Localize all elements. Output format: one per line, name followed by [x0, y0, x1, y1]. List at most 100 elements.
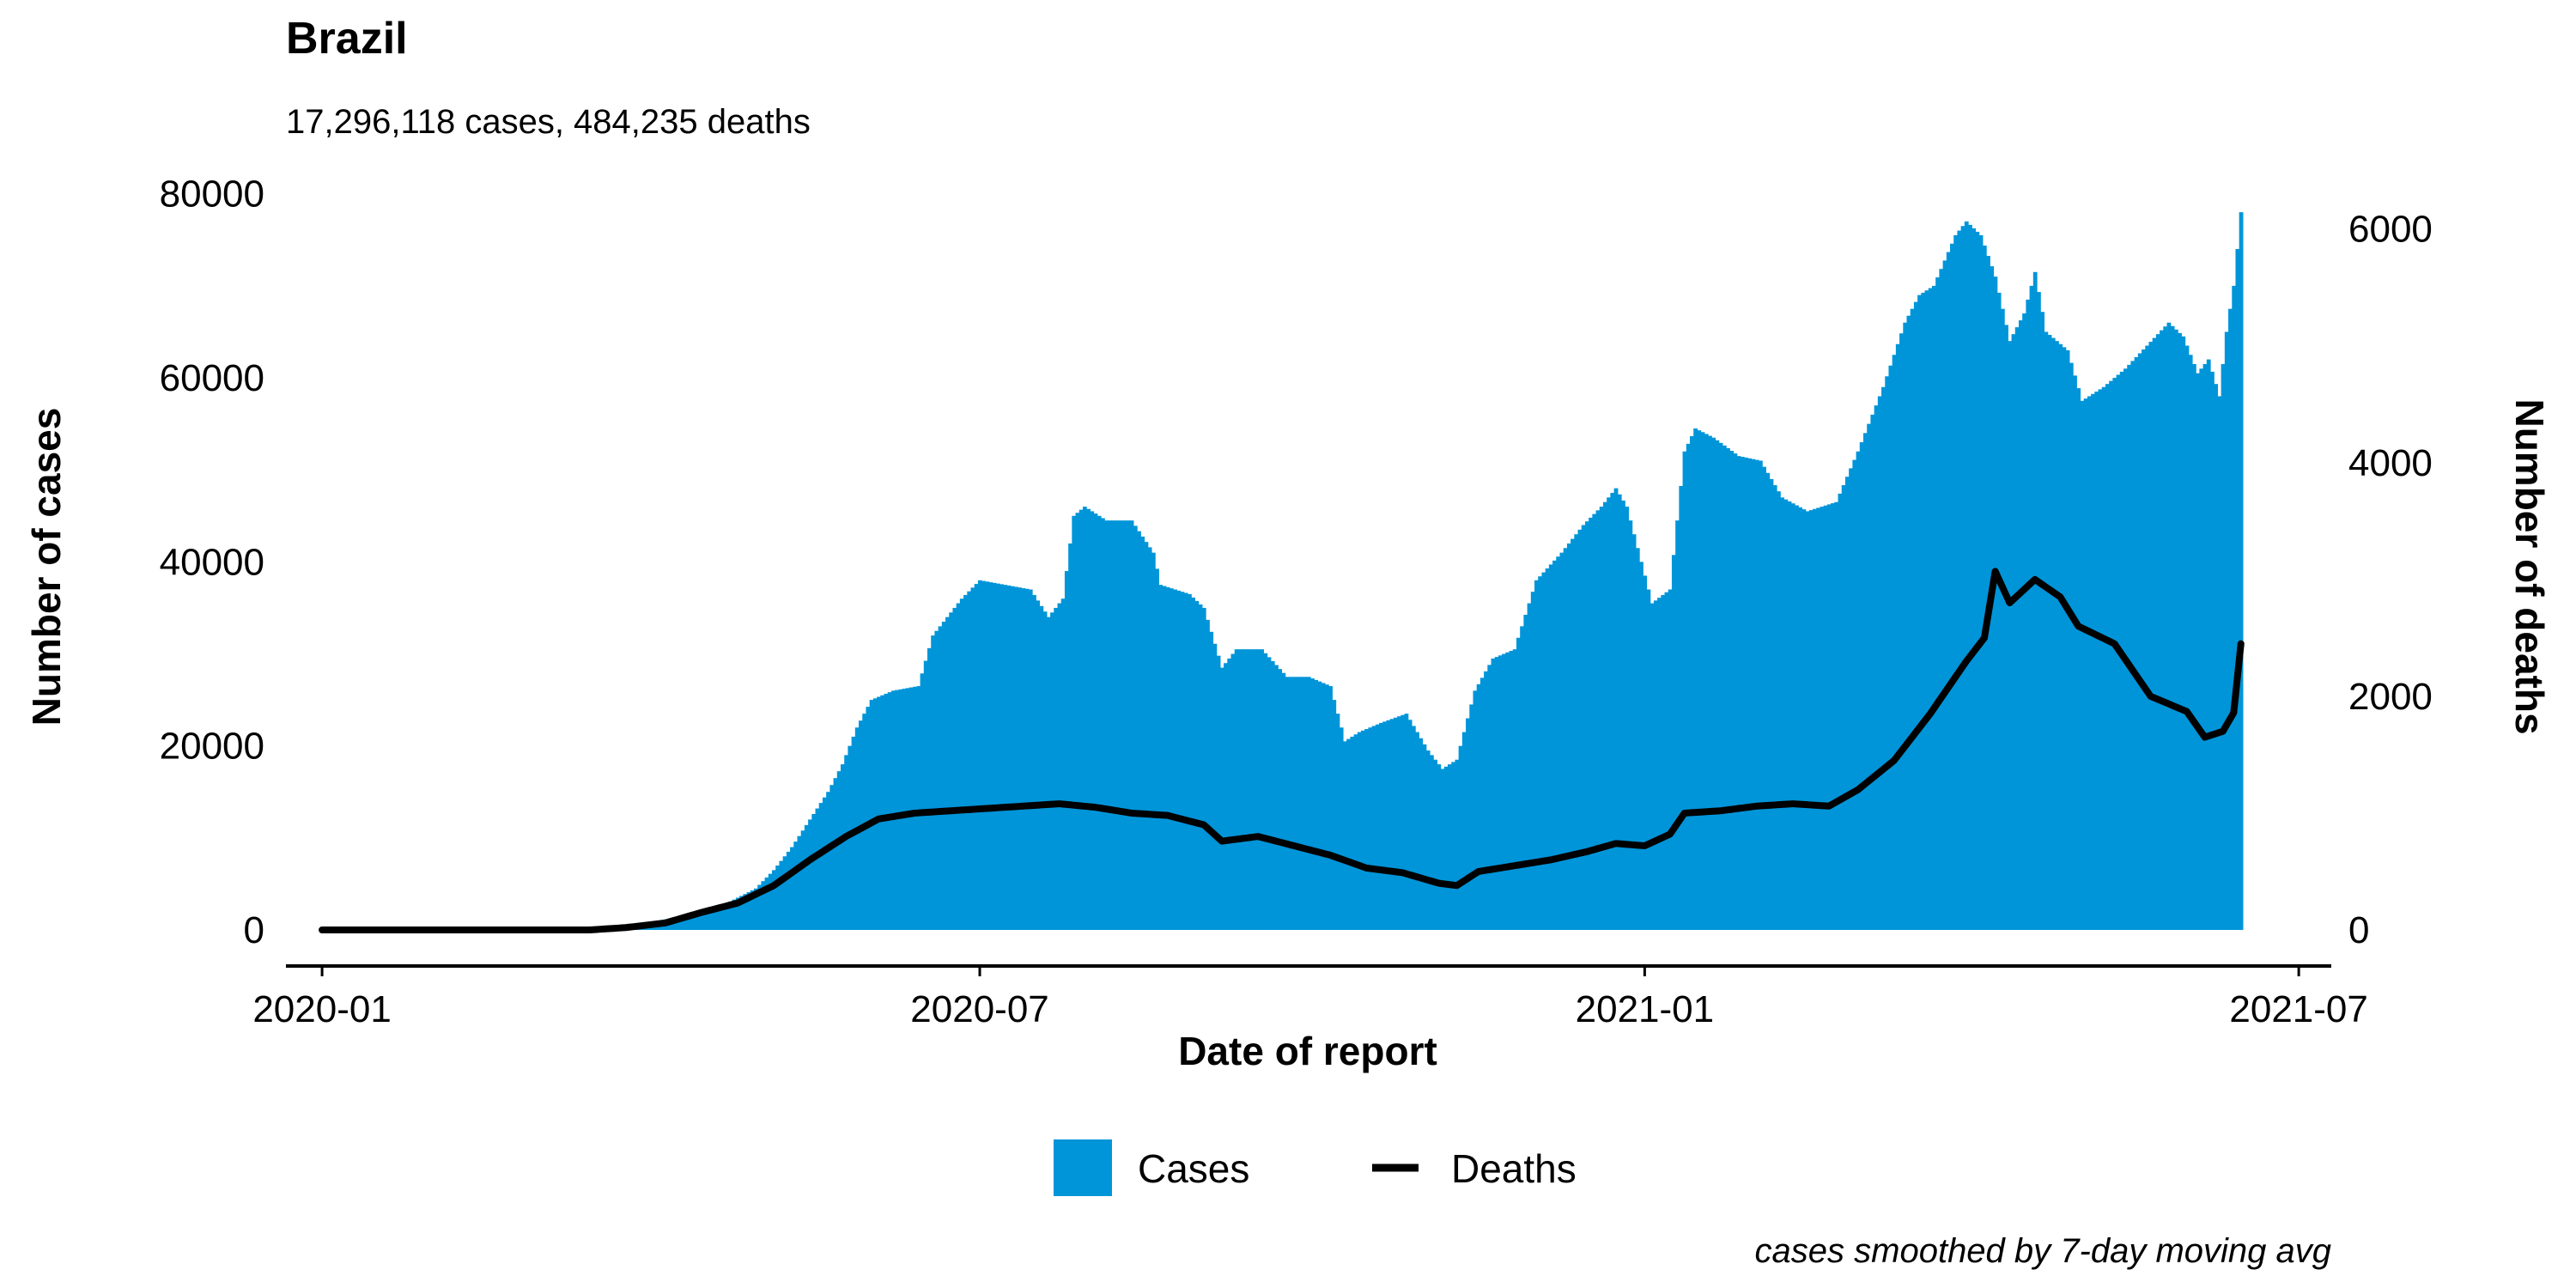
cases-bar [818, 803, 823, 930]
cases-bar [2000, 308, 2005, 930]
chart-title: Brazil [286, 14, 408, 64]
cases-bar [1245, 649, 1250, 930]
cases-bar [1877, 396, 1882, 931]
cases-bar [1006, 585, 1012, 930]
cases-bar [1498, 655, 1503, 930]
cases-bar [1787, 501, 1792, 930]
cases-bar [1230, 653, 1236, 930]
cases-bar [764, 877, 769, 930]
cases-bar [1104, 520, 1109, 930]
cases-bar [1744, 457, 1748, 930]
cases-bar [1993, 276, 1998, 930]
cases-bar [743, 894, 748, 930]
cases-bar [2184, 345, 2190, 930]
cases-bar [1097, 515, 1102, 930]
cases-bar [2014, 327, 2020, 931]
cases-bar [1769, 478, 1774, 930]
cases-bar [1595, 510, 1601, 930]
cases-bar [1479, 677, 1485, 930]
cases-bar [1054, 607, 1059, 930]
cases-bar [2083, 398, 2088, 930]
cases-bar [1516, 637, 1521, 930]
cases-bar [1957, 230, 1962, 931]
cases-bar [768, 873, 773, 930]
cases-bar [2206, 359, 2211, 931]
cases-bar [1140, 536, 1145, 930]
cases-bar [1917, 295, 1922, 931]
cases-bar [1584, 521, 1589, 930]
cases-bar [1064, 571, 1069, 930]
y-left-tick-label: 20000 [160, 726, 264, 768]
legend-label-deaths: Deaths [1451, 1146, 1577, 1191]
cases-bar [1838, 493, 1843, 930]
cases-bar [988, 582, 993, 930]
cases-bar [685, 914, 690, 930]
cases-bar [1400, 714, 1406, 930]
cases-bar [1903, 322, 1908, 930]
cases-bar [804, 824, 809, 930]
cases-bar [1082, 507, 1087, 930]
cases-bar [1255, 649, 1261, 930]
cases-bar [2160, 330, 2164, 930]
cases-bar [1466, 718, 1470, 930]
cases-bar [977, 580, 982, 930]
cases-bar [1021, 587, 1026, 930]
cases-bar [735, 897, 740, 930]
cases-bar [1032, 594, 1036, 930]
cases-bar [1906, 315, 1911, 930]
cases-bar [1649, 603, 1655, 930]
cases-bar [1805, 511, 1810, 930]
cases-bar [1790, 503, 1795, 930]
cases-bar [1715, 440, 1720, 930]
cases-bar [1808, 510, 1814, 930]
cases-bar [699, 911, 704, 930]
cases-bar [945, 617, 950, 930]
cases-bar [1115, 520, 1120, 930]
cases-bar [1078, 509, 1084, 930]
cases-bar [1350, 736, 1355, 930]
cases-bar [1885, 376, 1890, 930]
cases-bar [1068, 543, 1072, 930]
cases-bar [1653, 600, 1658, 930]
cases-bar [1607, 497, 1612, 930]
cases-bar [2217, 396, 2222, 931]
cases-bar [1476, 683, 1481, 930]
cases-bar [1212, 643, 1218, 930]
legend-swatch-cases [1054, 1139, 1112, 1196]
cases-bar [1801, 509, 1807, 930]
cases-bar [1899, 333, 1904, 930]
cases-bar [1169, 588, 1174, 930]
cases-bar [1798, 507, 1803, 930]
cases-bar [1704, 434, 1709, 930]
cases-bar [2228, 308, 2233, 930]
cases-bar [1823, 505, 1828, 930]
cases-bar [1386, 720, 1391, 930]
cases-bar [1646, 589, 1651, 930]
cases-bar [721, 905, 726, 930]
cases-bar [2224, 331, 2229, 931]
cases-bar [1675, 520, 1680, 930]
cases-bar [2058, 343, 2063, 930]
cases-bar [1404, 714, 1409, 930]
cases-bar [836, 771, 841, 930]
cases-bar [1296, 677, 1301, 930]
cases-bar [1631, 534, 1637, 930]
cases-bar [1306, 677, 1311, 930]
cases-bar [1953, 234, 1959, 930]
cases-bar [1469, 704, 1474, 930]
cases-bar [2232, 285, 2237, 930]
cases-bar [1664, 592, 1669, 930]
cases-bar [1635, 548, 1640, 930]
cases-bar [2076, 388, 2081, 931]
cases-bar [811, 813, 817, 930]
cases-bar [822, 797, 827, 930]
cases-bar [902, 689, 907, 930]
cases-bar [1147, 547, 1152, 930]
cases-bar [1332, 700, 1337, 930]
cases-bar [2087, 396, 2092, 931]
cases-bar [905, 688, 910, 930]
cases-bar [1310, 678, 1315, 930]
cases-bar [1491, 658, 1496, 930]
cases-bar [908, 687, 914, 930]
